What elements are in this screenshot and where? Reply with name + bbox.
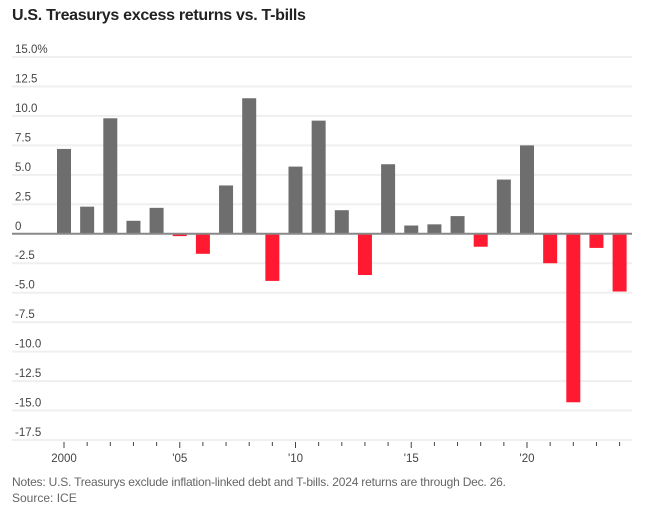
- bar-2022: [566, 233, 581, 403]
- bar-2001: [80, 206, 95, 234]
- y-tick-label: 7.5: [15, 132, 31, 144]
- chart-source: Source: ICE: [12, 491, 77, 505]
- y-tick-label: -15.0: [15, 398, 41, 410]
- chart-notes: Notes: U.S. Treasurys exclude inflation-…: [12, 475, 506, 489]
- y-tick-label: 10.0: [15, 103, 37, 115]
- bar-2021: [543, 233, 558, 264]
- y-tick-label: 0: [15, 221, 21, 233]
- bar-2020: [520, 145, 534, 234]
- bar-2012: [334, 210, 349, 234]
- bar-2013: [357, 233, 372, 276]
- bar-2014: [381, 164, 396, 234]
- y-tick-label: 15.0%: [15, 44, 48, 56]
- bar-2007: [219, 185, 234, 234]
- y-tick-label: -7.5: [15, 309, 35, 321]
- x-tick-label: '15: [404, 453, 419, 465]
- bar-2016: [427, 224, 442, 234]
- y-tick-label: -12.5: [15, 368, 41, 380]
- bar-2011: [311, 120, 326, 234]
- x-tick-label: '20: [520, 453, 535, 465]
- bar-2008: [242, 98, 257, 234]
- bar-2004: [149, 207, 164, 234]
- bar-2017: [450, 216, 465, 234]
- y-tick-label: 5.0: [15, 162, 31, 174]
- bar-2019: [496, 179, 511, 234]
- bar-2003: [126, 220, 141, 234]
- bar-2000: [57, 148, 71, 234]
- y-tick-label: 12.5: [15, 73, 37, 85]
- bars: [57, 98, 627, 403]
- gridlines: 15.0% 12.5 10.0 7.5 5.0 2.5 0 -2.5 -5.0 -7.5 -10.0…: [12, 44, 632, 441]
- y-tick-label: 2.5: [15, 191, 31, 203]
- bar-2002: [103, 118, 118, 234]
- y-tick-label: -2.5: [15, 250, 35, 262]
- bar-2018: [473, 233, 488, 247]
- bar-2010: [288, 166, 303, 234]
- x-tick-label: 2000: [51, 453, 77, 465]
- bar-2024: [612, 233, 627, 292]
- x-tick-label: '05: [172, 453, 187, 465]
- bar-2005: [172, 233, 187, 237]
- y-tick-label: -10.0: [15, 339, 41, 351]
- y-tick-label: -5.0: [15, 280, 35, 292]
- chart-title: U.S. Treasurys excess returns vs. T-bill…: [12, 7, 306, 24]
- bar-2009: [265, 233, 280, 281]
- x-tick-label: '10: [288, 453, 303, 465]
- bar-2015: [404, 225, 419, 234]
- y-tick-label: -17.5: [15, 427, 41, 439]
- axes: 2000 '05 '10 '15 '20: [12, 232, 632, 465]
- bar-2023: [589, 233, 604, 248]
- bar-2006: [195, 233, 210, 254]
